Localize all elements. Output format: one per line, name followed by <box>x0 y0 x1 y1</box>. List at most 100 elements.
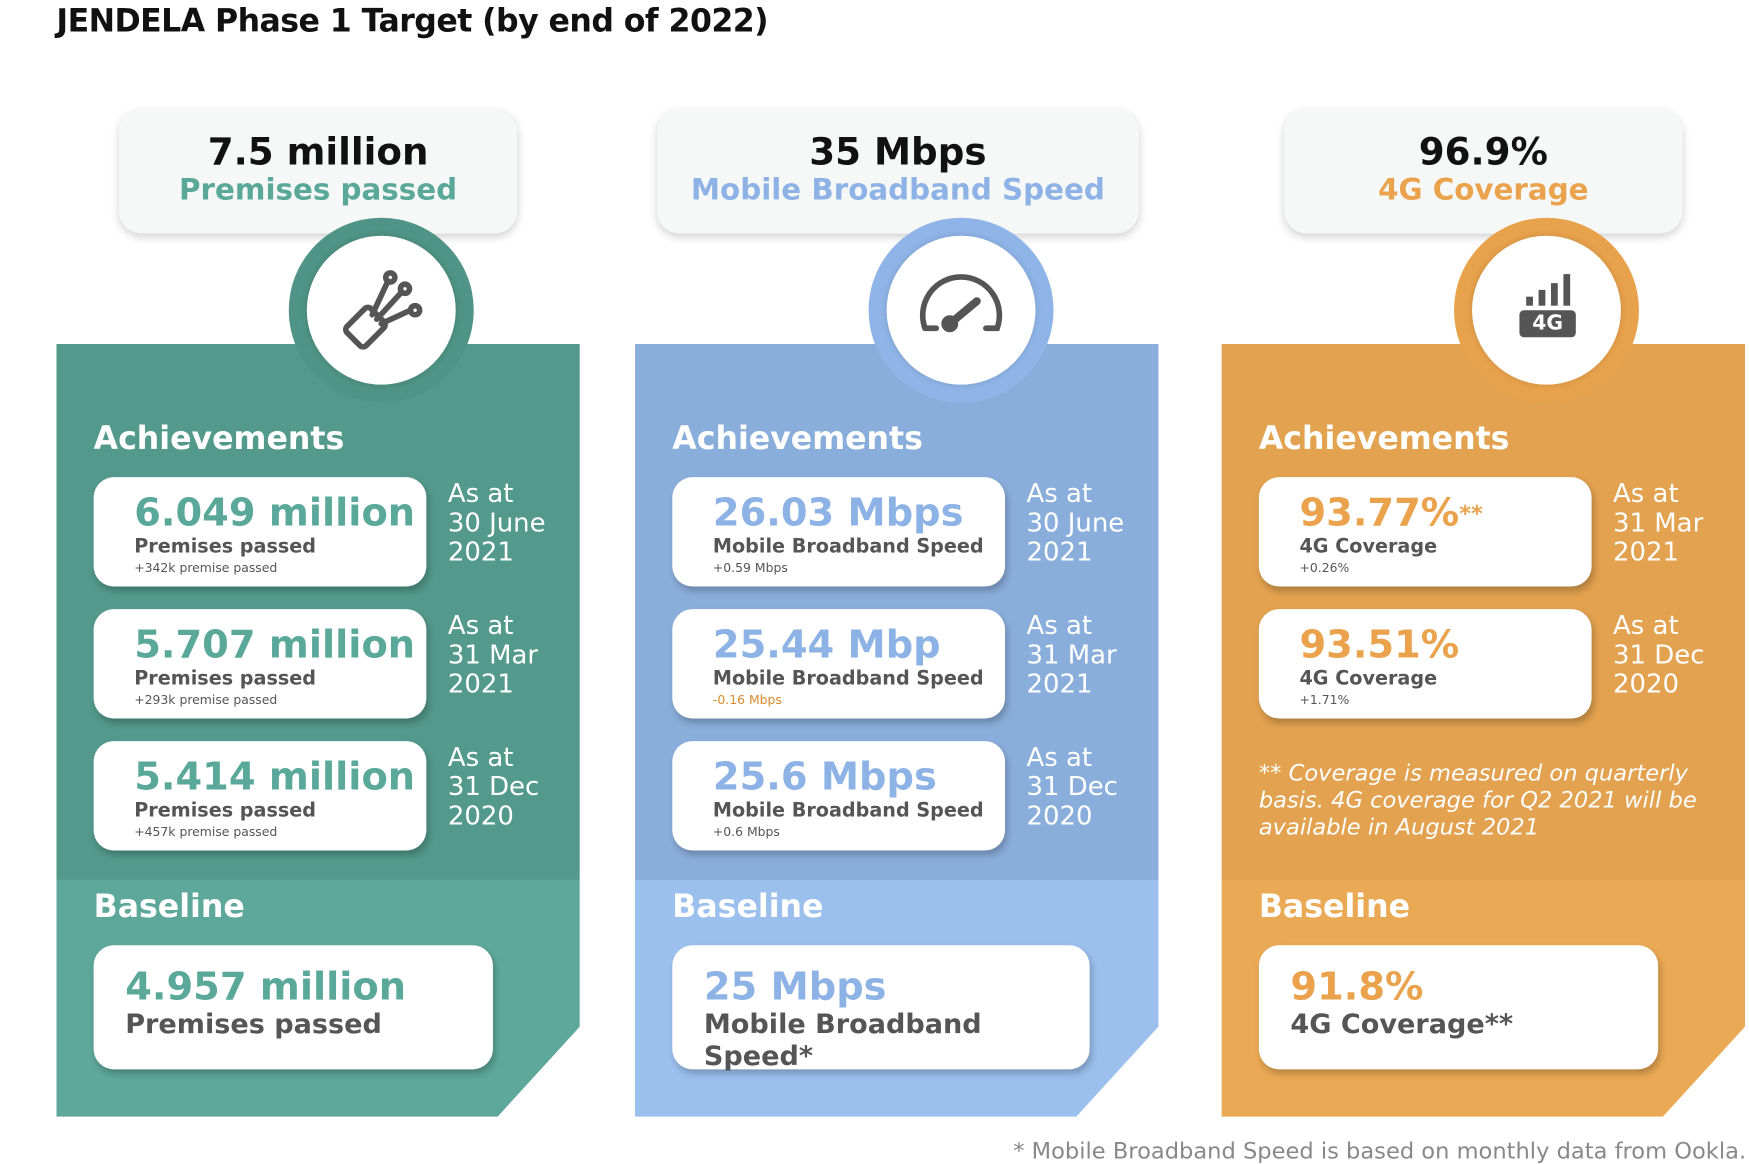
achievement-card: 25.44 Mbp Mobile Broadband Speed -0.16 Mbp… <box>672 609 1006 719</box>
baseline-value: 91.8% <box>1290 964 1424 1010</box>
as-at-line: As at <box>1613 479 1679 509</box>
coverage-note: ** Coverage is measured on quarterly bas… <box>1258 759 1697 841</box>
as-at-line: As at <box>1026 611 1093 641</box>
achievement-value: 93.51% <box>1299 623 1591 668</box>
achievement-label: Premises passed <box>134 667 317 691</box>
baseline-label: 4G Coverage** <box>1290 1008 1514 1041</box>
achievement-change: +457k premise passed <box>134 824 278 840</box>
as-at-line: 2020 <box>447 802 514 832</box>
as-at-line: 30 June <box>1026 508 1125 539</box>
as-at-line: 2021 <box>1026 670 1093 700</box>
achievement-change: +0.6 Mbps <box>712 824 780 840</box>
achievements-heading: Achievements <box>672 419 923 457</box>
achievement-change: +0.26% <box>1299 560 1350 576</box>
baseline-card: 91.8% 4G Coverage** <box>1258 945 1659 1070</box>
achievement-label: Mobile Broadband Speed <box>712 535 984 559</box>
footnote: * Mobile Broadband Speed is based on mon… <box>1013 1137 1747 1164</box>
achievement-value: 5.414 million <box>134 755 426 800</box>
achievement-value: 25.6 Mbps <box>713 755 1005 800</box>
as-at-line: 2020 <box>1613 670 1680 700</box>
value-text: 93.51% <box>1299 622 1460 668</box>
achievement-card: 25.6 Mbps Mobile Broadband Speed +0.6 Mbps <box>672 741 1006 851</box>
target-value: 96.9% <box>1418 129 1548 174</box>
achievement-label: Mobile Broadband Speed <box>712 667 984 691</box>
achievement-value: 93.77%** <box>1299 491 1591 536</box>
target-box: 96.9% 4G Coverage <box>1284 109 1683 234</box>
baseline-heading: Baseline <box>672 887 824 925</box>
as-at-line: As at <box>447 479 514 509</box>
as-at-line: As at <box>1026 743 1093 773</box>
as-at-date: As at 31 Mar 2021 <box>1026 611 1116 699</box>
achievement-value: 25.44 Mbp <box>713 623 1005 668</box>
achievement-change: +0.59 Mbps <box>712 560 788 576</box>
target-label: Premises passed <box>179 173 458 208</box>
baseline-value: 4.957 million <box>125 964 407 1010</box>
as-at-date: As at 30 June 2021 <box>448 479 546 567</box>
baseline-heading: Baseline <box>93 887 245 925</box>
as-at-line: 31 Dec <box>447 772 540 803</box>
as-at-line: 31 Dec <box>1026 772 1118 803</box>
as-at-line: 2021 <box>447 670 514 700</box>
icon <box>306 235 456 385</box>
icon-ring: 4G <box>1453 217 1639 403</box>
achievement-card: 5.414 million Premises passed +457k premis… <box>93 741 427 851</box>
as-at-line: 31 Mar <box>1613 508 1704 539</box>
achievement-card: 26.03 Mbps Mobile Broadband Speed +0.59 Mb… <box>672 477 1006 587</box>
value-text: 25.6 Mbps <box>712 754 937 800</box>
title: JENDELA Phase 1 Target (by end of 2022) <box>56 2 769 40</box>
achievements-heading: Achievements <box>93 419 345 457</box>
baseline-value: 25 Mbps <box>703 964 887 1010</box>
target-value: 7.5 million <box>207 129 429 174</box>
value-text: 25.44 Mbp <box>712 622 941 668</box>
icon <box>886 235 1036 385</box>
baseline-card: 25 Mbps Mobile Broadband Speed* <box>672 945 1090 1072</box>
as-at-date: As at 31 Dec 2020 <box>1613 611 1704 699</box>
achievement-card: 5.707 million Premises passed +293k premis… <box>93 609 427 719</box>
as-at-line: As at <box>1026 479 1093 509</box>
as-at-line: 30 June <box>447 508 546 539</box>
value-text: 93.77% <box>1299 490 1460 536</box>
value-text: 5.707 million <box>134 622 416 668</box>
as-at-line: 31 Mar <box>447 640 539 671</box>
achievement-change: +1.71% <box>1299 692 1350 708</box>
as-at-line: As at <box>447 743 514 773</box>
icon-ring <box>288 217 474 403</box>
achievement-value: 26.03 Mbps <box>713 491 1005 536</box>
target-label: Mobile Broadband Speed <box>690 173 1105 208</box>
as-at-line: 2021 <box>447 538 514 568</box>
achievements-heading: Achievements <box>1258 419 1510 457</box>
as-at-line: 2021 <box>1026 538 1093 568</box>
baseline-card: 4.957 million Premises passed <box>93 945 493 1070</box>
achievement-label: Mobile Broadband Speed <box>712 799 984 823</box>
as-at-date: As at 30 June 2021 <box>1026 479 1124 567</box>
as-at-date: As at 31 Mar 2021 <box>1613 479 1703 567</box>
value-text: 6.049 million <box>134 490 416 536</box>
as-at-date: As at 31 Mar 2021 <box>448 611 538 699</box>
achievement-label: Premises passed <box>134 535 317 559</box>
baseline-label: Premises passed <box>125 1008 382 1041</box>
as-at-date: As at 31 Dec 2020 <box>448 743 539 831</box>
as-at-line: As at <box>1613 611 1679 641</box>
target-box: 35 Mbps Mobile Broadband Speed <box>657 109 1139 234</box>
as-at-line: As at <box>447 611 514 641</box>
achievement-label: 4G Coverage <box>1299 535 1438 559</box>
as-at-line: 2021 <box>1613 538 1680 568</box>
as-at-line: 2020 <box>1026 802 1093 832</box>
achievement-change: +342k premise passed <box>134 560 278 576</box>
as-at-line: 31 Mar <box>1026 640 1117 671</box>
target-value: 35 Mbps <box>809 129 987 174</box>
as-at-line: 31 Dec <box>1613 640 1705 671</box>
achievement-card: 93.77%** 4G Coverage +0.26% <box>1258 477 1592 587</box>
value-mark: ** <box>1459 499 1483 527</box>
achievement-card: 6.049 million Premises passed +342k premis… <box>93 477 427 587</box>
target-box: 7.5 million Premises passed <box>119 109 518 234</box>
achievement-change: +293k premise passed <box>134 692 278 708</box>
achievement-change: -0.16 Mbps <box>712 692 782 708</box>
icon: 4G <box>1472 235 1621 385</box>
value-text: 26.03 Mbps <box>712 490 964 536</box>
achievement-card: 93.51% 4G Coverage +1.71% <box>1258 609 1592 719</box>
as-at-date: As at 31 Dec 2020 <box>1026 743 1117 831</box>
baseline-heading: Baseline <box>1258 887 1411 925</box>
